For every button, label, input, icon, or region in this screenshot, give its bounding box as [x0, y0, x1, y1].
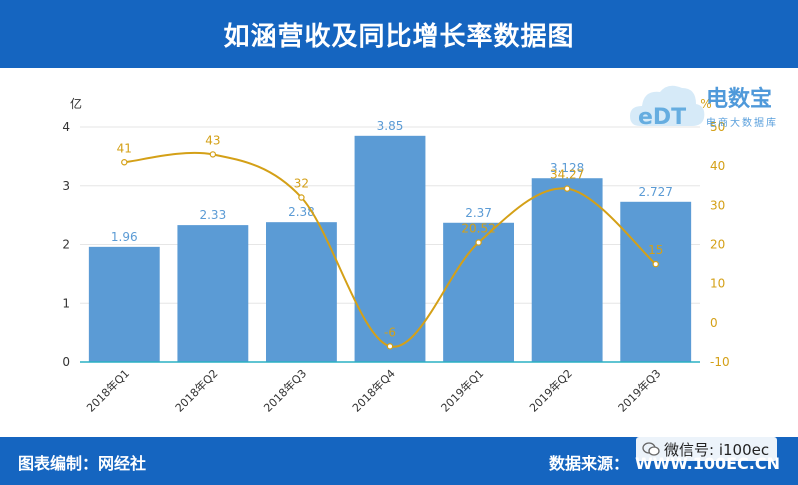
right-axis-unit: % [700, 97, 711, 111]
line-point [298, 194, 305, 201]
logo: eDT 电数宝 电商大数据库 [630, 85, 778, 130]
chart-title: 如涵营收及同比增长率数据图 [223, 21, 575, 52]
y-right-tick-label: 10 [710, 277, 725, 291]
logo-subtitle: 电商大数据库 [706, 116, 778, 129]
y-right-tick-label: -10 [710, 355, 730, 369]
line-point [386, 343, 394, 350]
left-axis-unit: 亿 [70, 96, 82, 111]
bar-value-label: 3.128 [550, 161, 584, 175]
bar-layer: 1.96 2.33 2.38 3.85 2.37 3.128 2.727 [88, 119, 692, 362]
line-value-label: 43 [205, 133, 220, 147]
bar-value-label: 2.727 [639, 185, 673, 199]
x-tick-label: 2019年Q3 [615, 366, 664, 415]
x-tick-label: 2018年Q1 [84, 366, 133, 415]
x-tick-label: 2019年Q1 [438, 366, 487, 415]
y-left-tick-label: 3 [62, 179, 70, 193]
y-left-tick-label: 1 [62, 296, 70, 310]
logo-brand: 电数宝 [706, 86, 772, 112]
line-point [475, 239, 482, 246]
line-layer: 41 43 32 -6 20.52 34.27 15 [117, 133, 663, 350]
wechat-badge: 微信号: i100ec [636, 437, 778, 461]
line-value-label: 20.52 [461, 221, 495, 235]
bar [177, 225, 249, 362]
y-left-tick-label: 2 [62, 238, 70, 252]
line-point [209, 151, 217, 158]
wechat-icon [642, 442, 660, 456]
bar [443, 222, 514, 362]
line-point [121, 159, 128, 166]
y-right-tick-label: 0 [710, 316, 718, 330]
bar [620, 201, 692, 362]
cloud-icon [630, 85, 705, 126]
bar [354, 135, 426, 362]
bar [531, 178, 603, 362]
header-bar: 如涵营收及同比增长率数据图 [0, 0, 798, 68]
y-right-tick-label: 40 [710, 159, 725, 173]
line-point [652, 260, 659, 268]
line-value-label: 34.27 [550, 168, 584, 182]
source-label: 数据来源： [548, 454, 629, 473]
line-point [563, 185, 571, 192]
x-tick-label: 2018年Q3 [261, 366, 310, 415]
wechat-id: 微信号: i100ec [664, 440, 770, 459]
bar [88, 246, 160, 362]
bar-value-label: 1.96 [111, 230, 138, 244]
line-value-label: 32 [294, 177, 309, 191]
bar-value-label: 2.33 [199, 208, 226, 222]
line-value-label: -6 [384, 325, 396, 339]
compiler-credit: 图表编制：网经社 [18, 454, 147, 473]
bar-value-label: 3.85 [377, 119, 404, 133]
line-value-label: 41 [117, 141, 132, 155]
y-right-tick-label: 20 [710, 238, 725, 252]
bar [266, 222, 337, 362]
logo-mark: eDT [638, 105, 686, 130]
y-right-tick-label: 50 [710, 120, 725, 134]
y-left-tick-label: 0 [62, 355, 70, 369]
y-right-tick-label: 30 [710, 198, 725, 212]
line-value-label: 15 [648, 243, 663, 257]
bar-value-label: 2.37 [465, 206, 492, 220]
y-left-tick-label: 4 [62, 120, 70, 134]
x-tick-label: 2018年Q4 [349, 366, 398, 415]
x-tick-label: 2019年Q2 [526, 366, 575, 415]
bar-value-label: 2.38 [288, 205, 315, 219]
x-tick-label: 2018年Q2 [172, 366, 221, 415]
